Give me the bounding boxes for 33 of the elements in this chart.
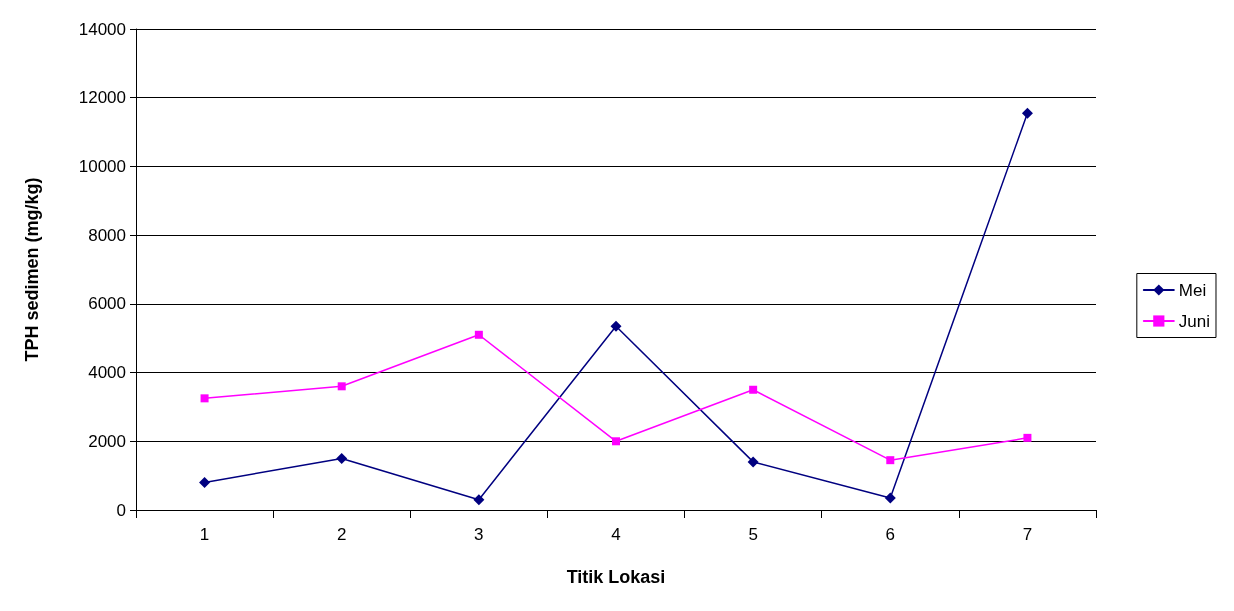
point <box>884 492 896 504</box>
point <box>336 452 348 464</box>
y-tick-label: 6000 <box>88 294 126 314</box>
point <box>337 382 346 391</box>
point <box>474 330 483 339</box>
y-tick-label: 8000 <box>88 225 126 245</box>
y-tick-label: 10000 <box>78 156 126 176</box>
y-axis-title: TPH sedimen (mg/kg) <box>22 177 42 362</box>
y-tick-label: 0 <box>116 500 126 520</box>
point <box>612 437 620 446</box>
point <box>473 494 485 506</box>
x-tick-label: 4 <box>611 525 621 544</box>
x-axis-title: Titik Lokasi <box>566 567 666 587</box>
x-tick-label: 3 <box>474 525 484 544</box>
point <box>1023 433 1032 442</box>
y-tick-label: 2000 <box>88 431 126 451</box>
x-tick-label: 1 <box>199 525 210 544</box>
point <box>200 394 209 403</box>
point <box>886 456 895 465</box>
point <box>747 456 759 468</box>
point <box>749 385 758 394</box>
point <box>199 477 211 489</box>
point <box>1021 107 1033 119</box>
legend-label: Juni <box>1178 311 1210 331</box>
x-tick-label: 7 <box>1022 525 1033 544</box>
x-tick-label: 5 <box>748 525 758 544</box>
legend-label: Mei <box>1178 280 1207 300</box>
x-tick-label: 6 <box>885 525 896 544</box>
y-tick-label: 4000 <box>88 363 126 383</box>
x-tick-label: 2 <box>336 525 347 544</box>
point <box>610 320 622 332</box>
y-tick-label: 14000 <box>78 19 126 39</box>
y-tick-label: 12000 <box>78 88 126 108</box>
